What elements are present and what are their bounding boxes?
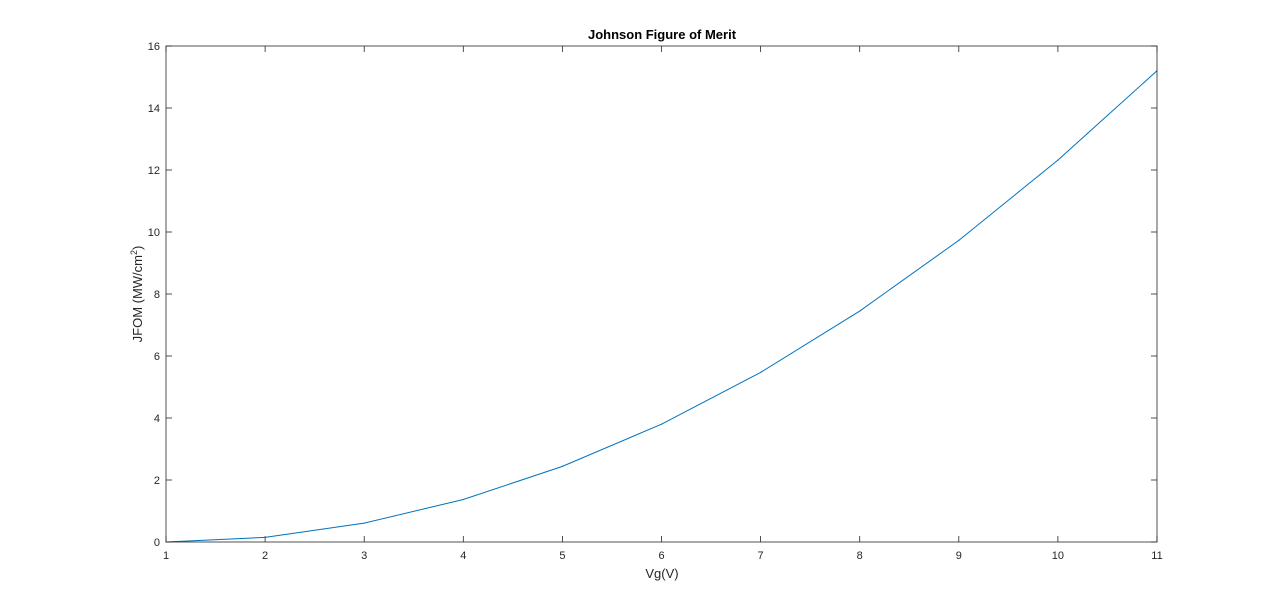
y-axis-label-superscript: 2 (129, 250, 139, 255)
y-tick-label: 12 (148, 165, 160, 177)
y-axis-label: JFOM (MW/cm2) (129, 246, 145, 343)
y-tick-label: 2 (154, 475, 160, 487)
x-tick-label: 2 (262, 550, 268, 562)
y-tick-label: 0 (154, 537, 160, 549)
data-point (1057, 159, 1059, 161)
x-tick-label: 7 (758, 550, 764, 562)
data-point (660, 423, 663, 425)
x-tick-label: 1 (163, 550, 169, 562)
data-point (561, 465, 564, 467)
x-tick-label: 3 (361, 550, 367, 562)
x-tick-label: 11 (1151, 550, 1162, 562)
y-tick-label: 8 (154, 289, 160, 301)
data-point (760, 371, 762, 374)
chart-title: Johnson Figure of Merit (588, 27, 737, 42)
y-tick-label: 14 (148, 103, 160, 115)
x-tick-label: 10 (1052, 550, 1064, 562)
plot-area (166, 46, 1157, 542)
y-tick-label: 16 (148, 41, 160, 53)
y-tick-label: 4 (154, 413, 160, 425)
x-axis-label: Vg(V) (645, 566, 678, 581)
data-point (859, 310, 861, 312)
data-point (363, 522, 365, 524)
data-point (264, 536, 266, 538)
axes-box (165, 45, 1158, 543)
y-axis-label-main: JFOM (MW/cm (130, 255, 145, 342)
y-tick-label: 10 (148, 227, 160, 239)
x-tick-label: 9 (956, 550, 962, 562)
y-tick-label: 6 (154, 351, 160, 363)
data-point (958, 239, 960, 241)
x-tick-label: 8 (857, 550, 863, 562)
x-tick-label: 6 (658, 550, 664, 562)
data-point (462, 498, 464, 501)
y-axis-label-end: ) (130, 246, 145, 250)
x-tick-label: 4 (460, 550, 466, 562)
x-tick-label: 5 (559, 550, 565, 562)
